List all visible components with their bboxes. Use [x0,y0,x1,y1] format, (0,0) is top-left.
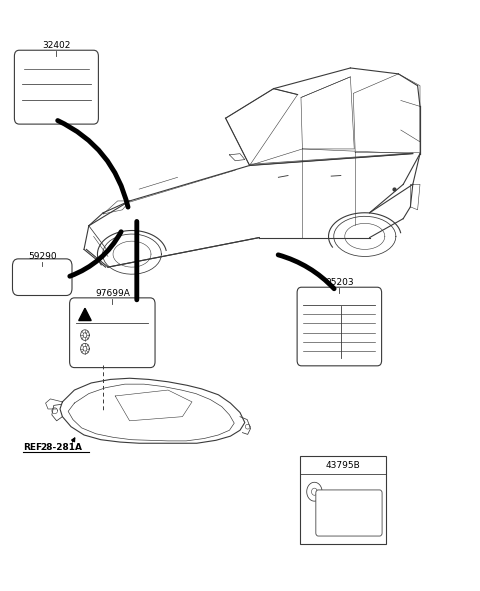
Text: 32402: 32402 [42,41,71,50]
Polygon shape [79,309,91,320]
Text: 59290: 59290 [28,252,57,261]
FancyBboxPatch shape [12,259,72,296]
FancyBboxPatch shape [14,50,98,124]
Text: 28-281A: 28-281A [40,443,82,453]
FancyBboxPatch shape [70,298,155,368]
Text: 43795B: 43795B [326,460,360,470]
Text: 97699A: 97699A [95,289,130,298]
Bar [300,456,386,544]
Text: 05203: 05203 [325,278,354,287]
FancyBboxPatch shape [316,490,382,536]
FancyBboxPatch shape [297,287,382,366]
Text: REF.: REF. [23,443,44,453]
